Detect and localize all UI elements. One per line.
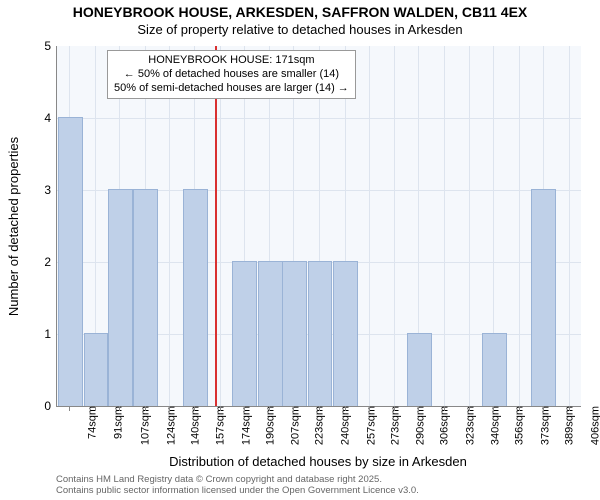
x-tick-label: 74sqm	[82, 406, 99, 439]
x-tick-mark	[95, 406, 96, 411]
bar	[258, 261, 283, 406]
y-tick-label: 4	[44, 111, 57, 125]
x-tick-mark	[543, 406, 544, 411]
footer-line2: Contains public sector information licen…	[56, 485, 419, 496]
bar	[282, 261, 307, 406]
bar	[183, 189, 208, 406]
x-axis-label: Distribution of detached houses by size …	[56, 454, 580, 469]
x-tick-mark	[418, 406, 419, 411]
bar	[84, 333, 109, 406]
gridline-v	[220, 46, 221, 406]
y-tick-label: 2	[44, 255, 57, 269]
bar	[308, 261, 333, 406]
x-tick-mark	[493, 406, 494, 411]
x-tick-mark	[394, 406, 395, 411]
annotation-box: HONEYBROOK HOUSE: 171sqm ← 50% of detach…	[107, 50, 356, 99]
x-tick-mark	[145, 406, 146, 411]
chart-container: HONEYBROOK HOUSE, ARKESDEN, SAFFRON WALD…	[0, 0, 600, 500]
x-tick-mark	[519, 406, 520, 411]
x-tick-label: 389sqm	[559, 406, 576, 445]
x-tick-label: 306sqm	[434, 406, 451, 445]
gridline-v	[369, 46, 370, 406]
x-tick-label: 273sqm	[384, 406, 401, 445]
y-tick-label: 1	[44, 327, 57, 341]
annotation-line1: HONEYBROOK HOUSE: 171sqm	[114, 54, 349, 68]
x-tick-mark	[569, 406, 570, 411]
x-tick-label: 340sqm	[485, 406, 502, 445]
x-tick-label: 124sqm	[160, 406, 177, 445]
bar	[531, 189, 556, 406]
bar	[407, 333, 432, 406]
bar	[108, 189, 133, 406]
footer-attribution: Contains HM Land Registry data © Crown c…	[56, 474, 419, 497]
chart-title-sub: Size of property relative to detached ho…	[0, 22, 600, 37]
x-tick-mark	[69, 406, 70, 411]
x-tick-label: 157sqm	[210, 406, 227, 445]
x-tick-label: 107sqm	[135, 406, 152, 445]
x-tick-mark	[345, 406, 346, 411]
gridline-v	[444, 46, 445, 406]
x-tick-mark	[319, 406, 320, 411]
y-tick-label: 0	[44, 399, 57, 413]
bar	[482, 333, 507, 406]
x-tick-label: 207sqm	[285, 406, 302, 445]
x-tick-mark	[293, 406, 294, 411]
x-tick-mark	[169, 406, 170, 411]
x-tick-label: 356sqm	[509, 406, 526, 445]
gridline-v	[569, 46, 570, 406]
bar	[58, 117, 83, 406]
x-tick-mark	[469, 406, 470, 411]
x-tick-label: 174sqm	[235, 406, 252, 445]
x-tick-mark	[119, 406, 120, 411]
x-tick-label: 406sqm	[584, 406, 600, 445]
footer-line1: Contains HM Land Registry data © Crown c…	[56, 474, 419, 485]
x-tick-label: 223sqm	[309, 406, 326, 445]
bar	[232, 261, 257, 406]
x-tick-mark	[269, 406, 270, 411]
gridline-v	[469, 46, 470, 406]
y-axis-label: Number of detached properties	[6, 46, 22, 406]
x-tick-mark	[194, 406, 195, 411]
annotation-line2: ← 50% of detached houses are smaller (14…	[114, 68, 349, 82]
y-tick-label: 3	[44, 183, 57, 197]
y-tick-label: 5	[44, 39, 57, 53]
x-tick-label: 373sqm	[534, 406, 551, 445]
chart-title-main: HONEYBROOK HOUSE, ARKESDEN, SAFFRON WALD…	[0, 4, 600, 20]
annotation-line3: 50% of semi-detached houses are larger (…	[114, 82, 349, 96]
x-tick-mark	[244, 406, 245, 411]
x-tick-label: 323sqm	[459, 406, 476, 445]
gridline-v	[519, 46, 520, 406]
x-tick-label: 140sqm	[184, 406, 201, 445]
x-tick-label: 240sqm	[335, 406, 352, 445]
x-tick-mark	[369, 406, 370, 411]
x-tick-label: 91sqm	[108, 406, 125, 439]
x-tick-label: 257sqm	[360, 406, 377, 445]
gridline-v	[169, 46, 170, 406]
x-tick-label: 190sqm	[259, 406, 276, 445]
x-tick-mark	[220, 406, 221, 411]
bar	[333, 261, 358, 406]
plot-area: 01234574sqm91sqm107sqm124sqm140sqm157sqm…	[56, 46, 581, 407]
gridline-v	[394, 46, 395, 406]
bar	[133, 189, 158, 406]
reference-line	[215, 46, 217, 406]
x-tick-label: 290sqm	[410, 406, 427, 445]
x-tick-mark	[444, 406, 445, 411]
